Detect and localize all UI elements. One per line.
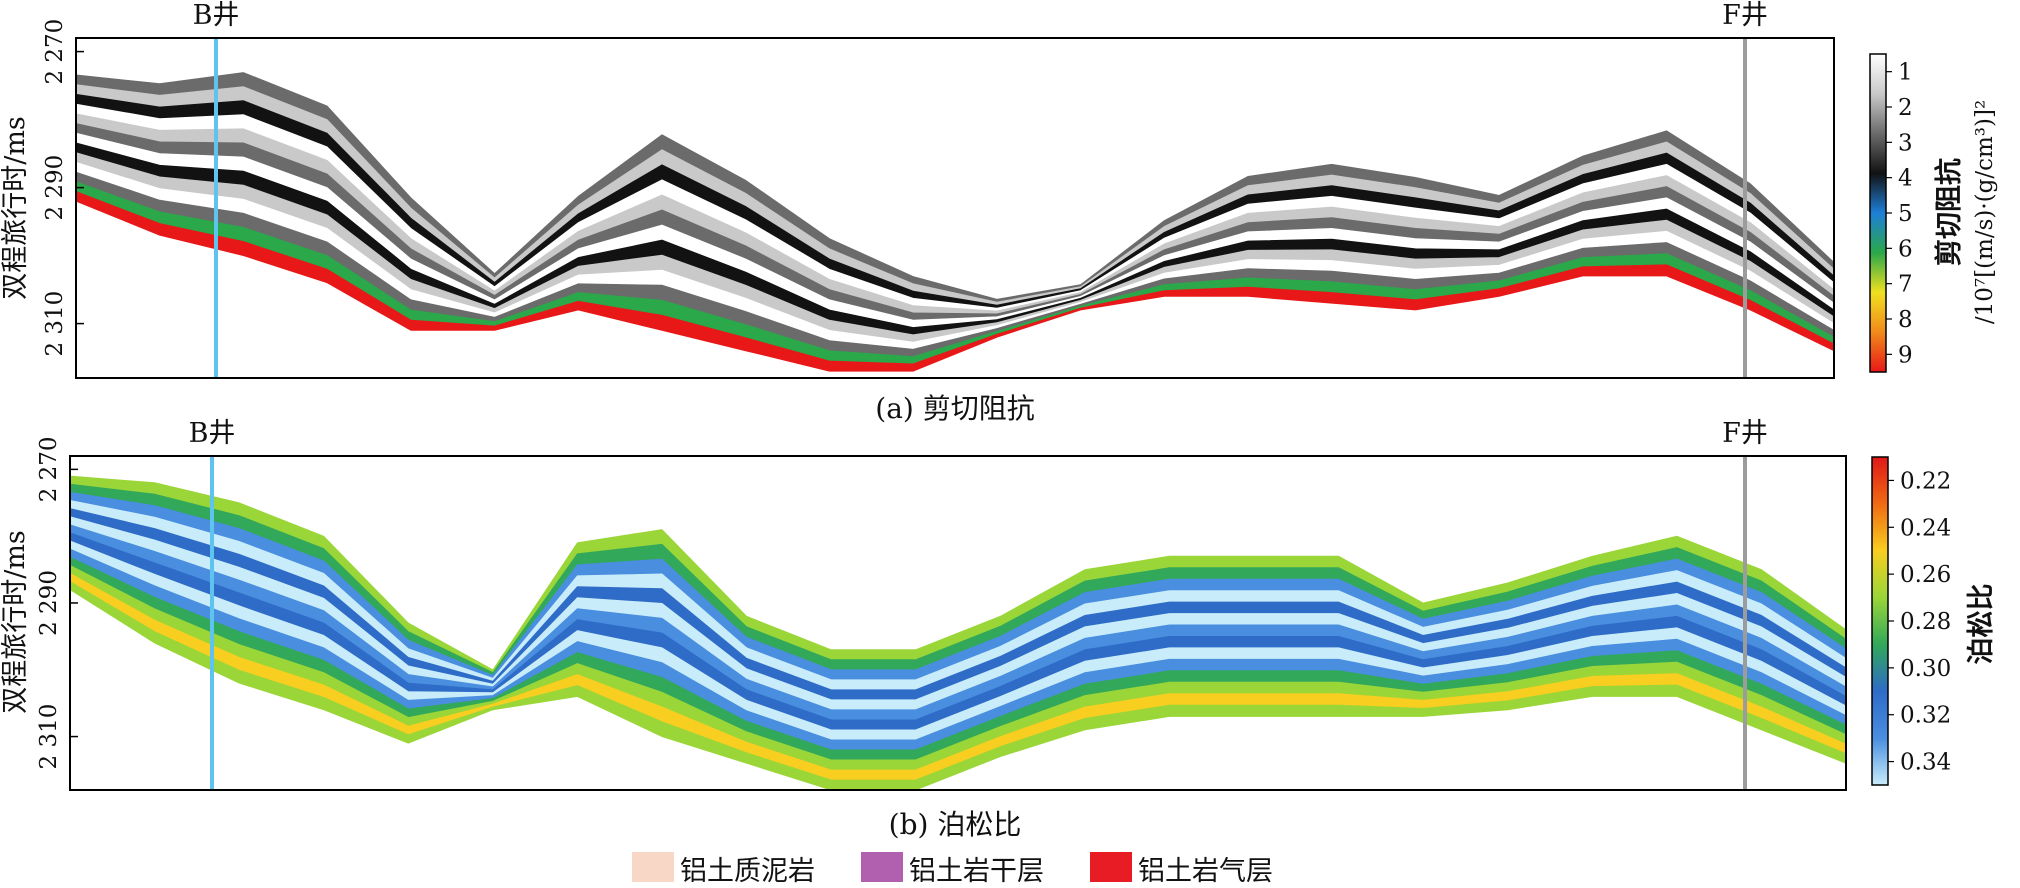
colorbar-tick-label: 0.26	[1900, 562, 1951, 588]
colorbar-tick-label: 1	[1898, 60, 1913, 86]
y-axis-label-b: 双程旅行时/ms	[0, 530, 31, 714]
colorbar-tick-label: 4	[1898, 166, 1913, 192]
section-layer	[70, 581, 1846, 790]
y-tick-label: 2 270	[36, 436, 62, 502]
colorbar-a-unit: /10⁷[(m/s)·(g/cm³)]²	[1972, 100, 1998, 324]
legend-swatch-mudstone	[632, 852, 674, 882]
well-label-f-a: F井	[1722, 0, 1768, 31]
legend: 铝土质泥岩 铝土岩干层 铝土岩气层	[632, 852, 1273, 887]
colorbar-tick-label: 2	[1898, 95, 1913, 121]
colorbar-tick-label: 0.32	[1900, 703, 1951, 729]
y-tick-label: 2 290	[36, 570, 62, 636]
caption-b: (b) 泊松比	[889, 808, 1022, 841]
well-label-b-a: B井	[193, 0, 240, 31]
colorbar-tick-label: 9	[1898, 342, 1913, 368]
colorbar-tick-label: 8	[1898, 307, 1913, 333]
section-layer	[76, 191, 1834, 372]
colorbar-tick-label: 3	[1898, 130, 1913, 156]
shear-impedance-section	[76, 57, 1834, 372]
legend-swatch-gas	[1090, 852, 1132, 882]
plot-frame-b	[69, 455, 1847, 791]
colorbar-b-title: 泊松比	[1966, 584, 1997, 665]
legend-swatch-dry	[861, 852, 903, 882]
colorbar-tick-label: 7	[1898, 272, 1913, 298]
colorbar-tick-label: 0.28	[1900, 609, 1951, 635]
legend-item-gas: 铝土岩气层	[1090, 852, 1273, 887]
well-label-f-b: F井	[1722, 418, 1768, 449]
colorbar-tick-label: 0.34	[1900, 750, 1951, 776]
legend-item-mudstone: 铝土质泥岩	[632, 852, 815, 887]
colorbar-tick-label: 6	[1898, 236, 1913, 262]
colorbar-a-title: 剪切阻抗	[1933, 158, 1965, 266]
panel-b: B井 F井 2 270 2 290 2 310 双程旅行时/ms (b) 泊松比 0…	[0, 418, 1997, 841]
legend-label-dry: 铝土岩干层	[909, 856, 1044, 884]
colorbar-b	[1871, 456, 1889, 786]
colorbar-tick-label: 0.22	[1900, 468, 1951, 494]
colorbar-tick-label: 5	[1898, 201, 1913, 227]
well-label-b-b: B井	[189, 418, 236, 449]
y-tick-label: 2 310	[36, 704, 62, 770]
y-axis-b: 2 270 2 290 2 310	[36, 436, 78, 769]
y-tick-label: 2 290	[42, 155, 68, 221]
caption-a: (a) 剪切阻抗	[875, 392, 1034, 425]
legend-item-dry: 铝土岩干层	[861, 852, 1044, 887]
colorbar-a-ticks: 1 2 3 4 5 6 7 8 9	[1886, 60, 1913, 368]
y-tick-label: 2 270	[42, 19, 68, 85]
colorbar-a	[1869, 53, 1887, 373]
poisson-ratio-section	[70, 475, 1846, 790]
plot-frame-a	[75, 37, 1835, 379]
colorbar-tick-label: 0.24	[1900, 515, 1951, 541]
y-axis-label-a: 双程旅行时/ms	[0, 116, 31, 300]
legend-label-gas: 铝土岩气层	[1138, 856, 1273, 884]
legend-label-mudstone: 铝土质泥岩	[680, 856, 815, 884]
colorbar-tick-label: 0.30	[1900, 656, 1951, 682]
y-tick-label: 2 310	[42, 291, 68, 357]
y-axis-a: 2 270 2 290 2 310	[42, 19, 84, 357]
colorbar-b-ticks: 0.22 0.24 0.26 0.28 0.30 0.32 0.34	[1888, 468, 1951, 776]
